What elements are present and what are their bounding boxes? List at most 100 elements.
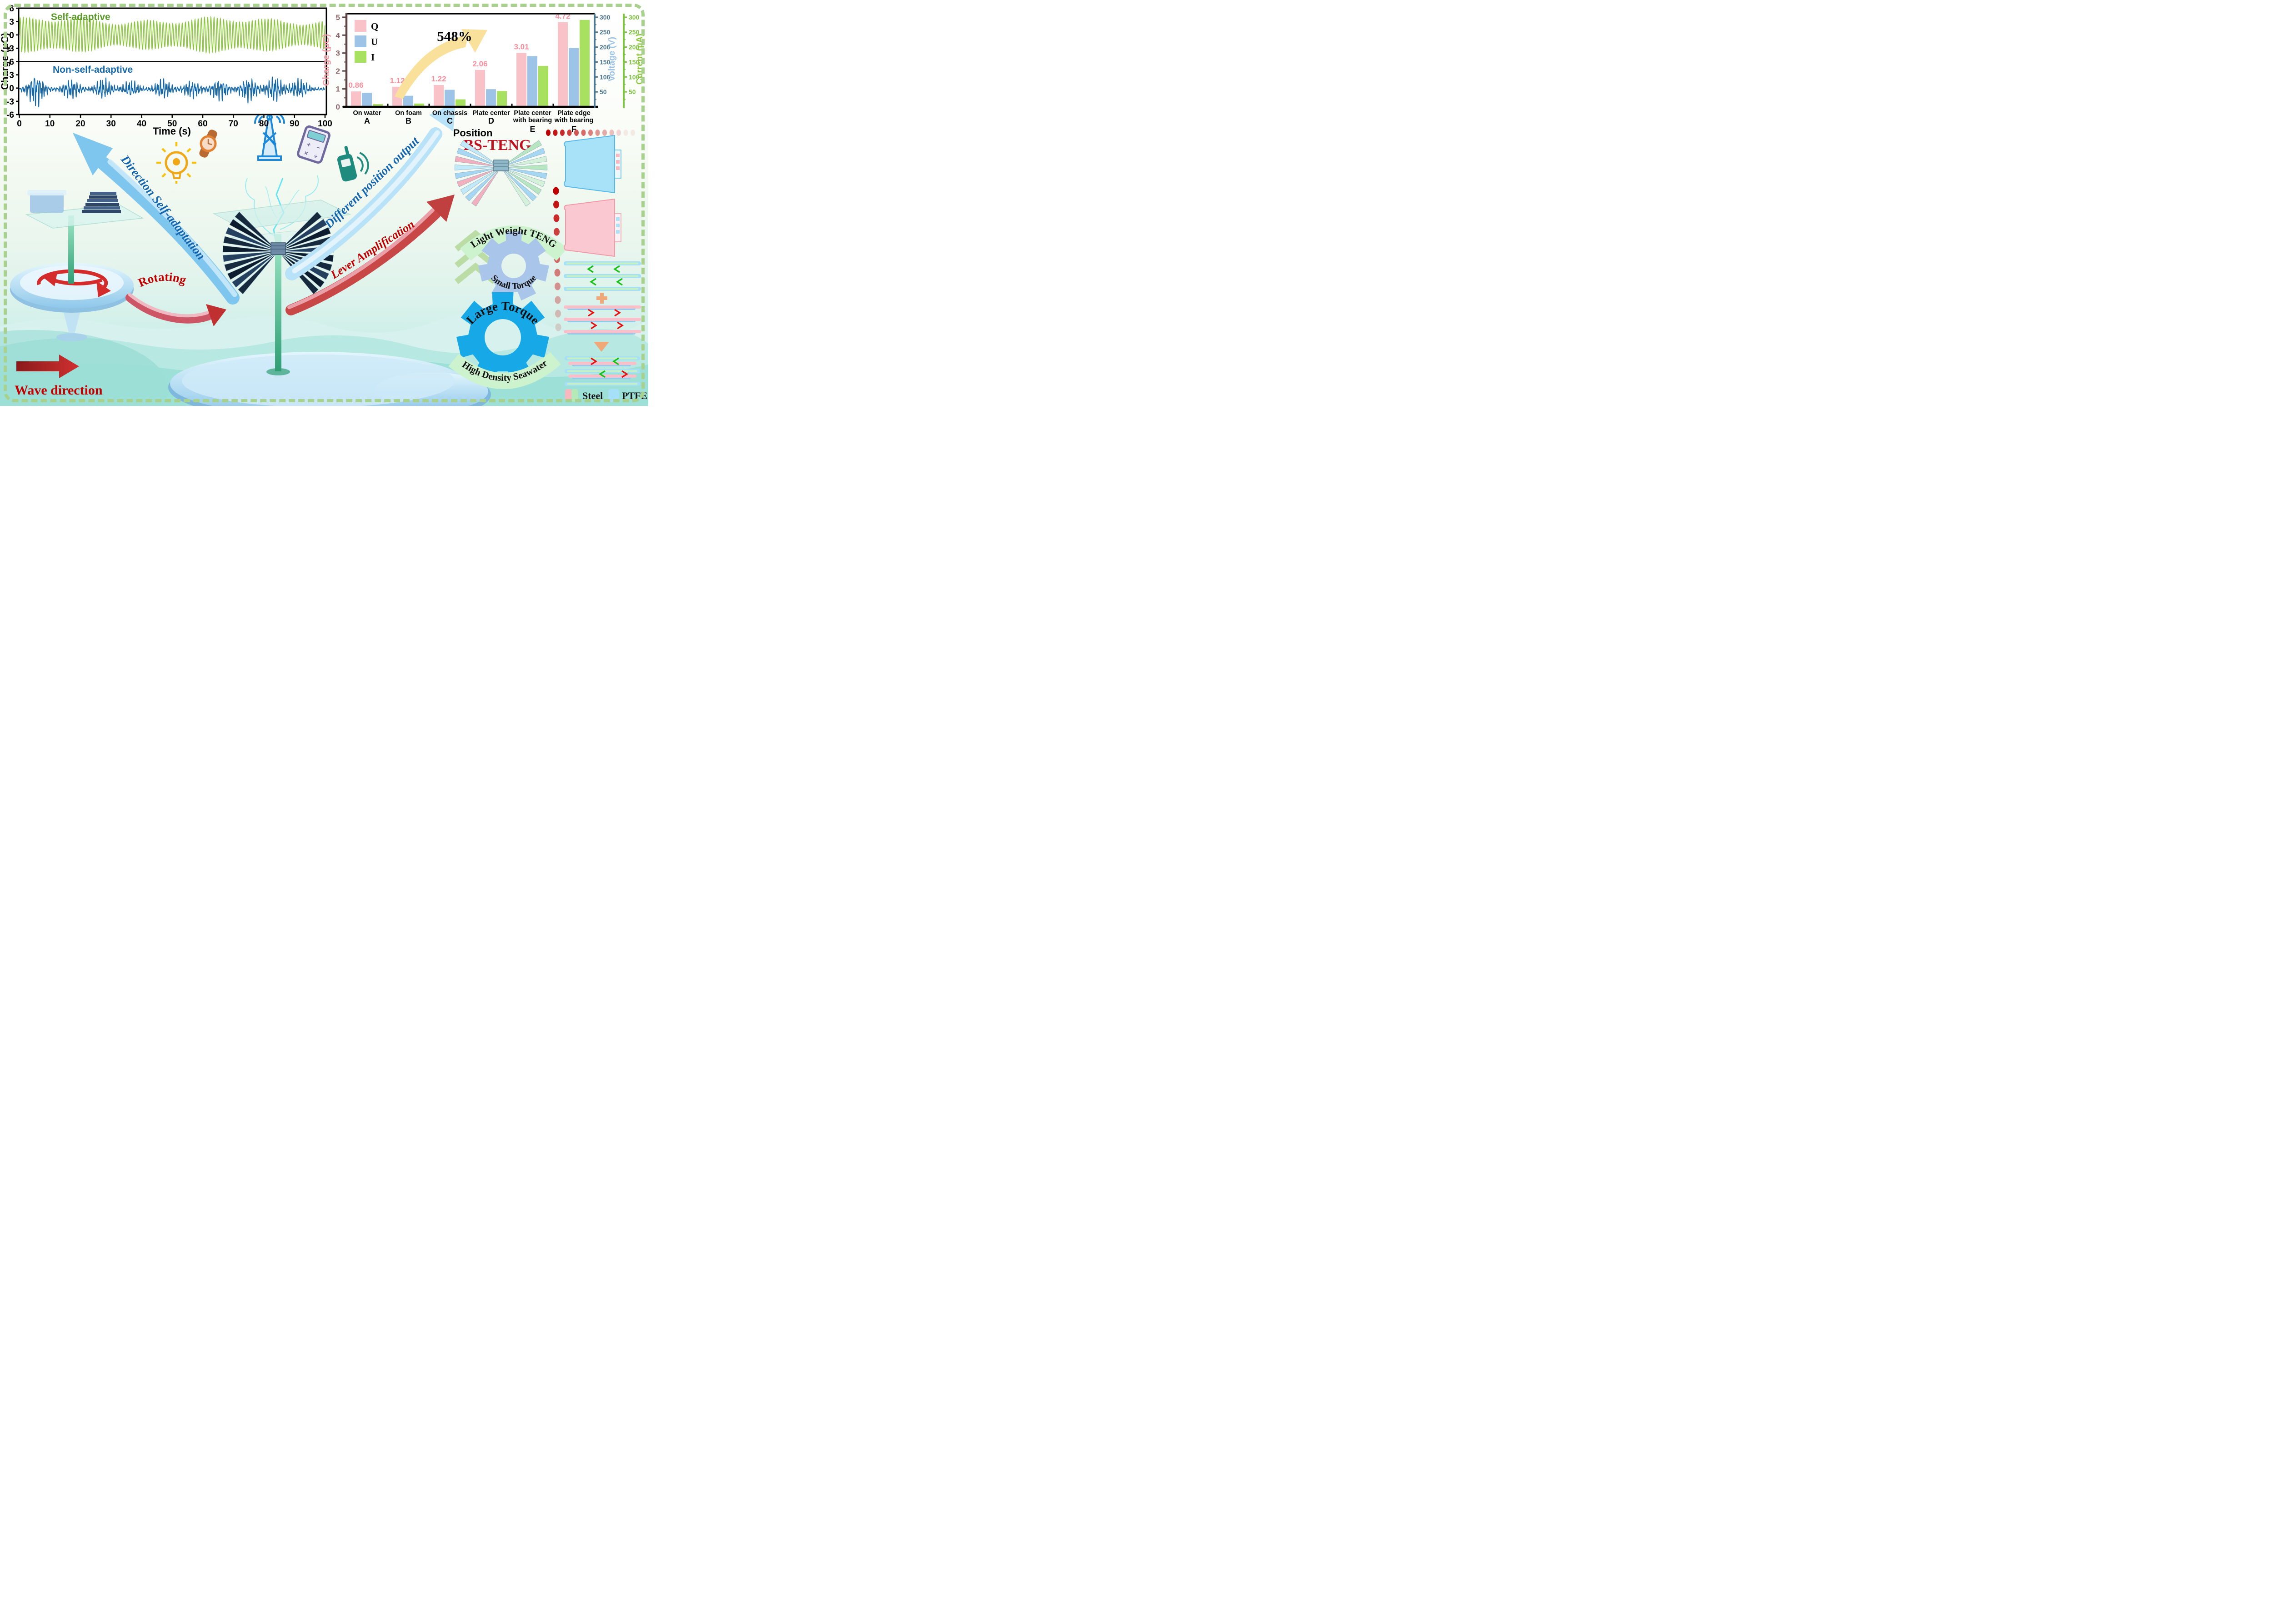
y-tick-label: 3	[9, 17, 14, 27]
category-letter: F	[571, 125, 576, 134]
y-tick-label: 6	[9, 4, 14, 14]
bar-Q-A	[351, 91, 361, 107]
charge-tick-label: 3	[336, 49, 340, 58]
lever-amplification-arrow	[285, 195, 455, 315]
voltage-tick-label: 100	[600, 73, 611, 80]
ptfe-label: PTFE	[622, 390, 647, 401]
red-dot	[574, 130, 579, 136]
bar-I-C	[456, 99, 466, 107]
category-label: On foam	[395, 110, 422, 117]
red-dot	[555, 310, 561, 318]
steel-plate	[564, 305, 641, 309]
steel-label: Steel	[582, 390, 603, 401]
y-tick-label: 0	[9, 31, 14, 40]
steel-swatch-pink	[565, 389, 572, 402]
charge-time-chart: 630-3-630-3-60 10 20 30 40 50 60 70 80 90 100 Char…	[0, 4, 332, 137]
green-chevron	[613, 265, 620, 273]
y-tick-label: 0	[9, 84, 14, 94]
green-chevron	[590, 278, 596, 286]
non-self-adaptive-trace	[19, 76, 325, 108]
red-dot	[555, 323, 561, 331]
x-tick-label: 100	[318, 119, 332, 129]
red-dot	[553, 130, 558, 136]
548-percent-annotation: 548%	[395, 28, 487, 99]
self-adaptive-label: Self-adaptive	[51, 12, 110, 22]
x-tick-label: 90	[290, 119, 299, 129]
position-output-chart: 0 1 2 3 4 5 50 100 150 200 250 300 50 100 150 200 250 300…	[321, 12, 645, 139]
green-chevron	[612, 357, 619, 365]
charge-tick-label: 1	[336, 85, 340, 94]
red-chevron	[591, 321, 597, 330]
chart2-current-axis-label: Current (μA)	[635, 34, 645, 85]
different-position-output-arrow	[285, 102, 456, 280]
legend-swatch-Q	[355, 20, 366, 32]
x-tick-label: 30	[106, 119, 116, 129]
bar-value-label: 2.06	[472, 60, 487, 68]
red-dot	[554, 228, 560, 236]
bar-value-label: 0.86	[348, 81, 363, 90]
wing-schematic-ptfe	[564, 135, 621, 194]
y-tick-label: -3	[6, 44, 14, 54]
red-dot	[555, 282, 561, 290]
bs-teng-hub	[493, 160, 509, 171]
category-label: Plate edge with bearing	[554, 110, 593, 124]
red-chevron	[591, 357, 597, 365]
category-label: Plate center with bearing	[513, 110, 552, 124]
red-dot	[567, 130, 572, 136]
bar-I-B	[414, 103, 424, 107]
voltage-tick-label: 50	[600, 88, 607, 95]
steel-core	[567, 357, 637, 360]
current-tick-label: 250	[629, 29, 640, 36]
steel-core	[567, 370, 637, 372]
calculator-icon: + − × ÷	[297, 125, 330, 164]
y-tick-label: -6	[6, 110, 14, 120]
bar-Q-D	[475, 70, 485, 107]
current-tick-label: 50	[629, 88, 636, 95]
x-tick-label: 40	[137, 119, 146, 129]
steel-plate	[564, 318, 641, 321]
rotating-arrow	[125, 293, 226, 326]
category-letter: B	[406, 116, 411, 125]
category-label: Plate center	[472, 110, 510, 117]
chart2-voltage-axis-label: Voltage (V)	[607, 37, 617, 81]
red-dot	[602, 130, 607, 136]
category-letter: D	[488, 116, 494, 125]
small-torque-gear	[478, 231, 549, 301]
bar-U-E	[527, 56, 537, 107]
left-device-render	[10, 190, 144, 341]
voltage-tick-label: 300	[600, 14, 611, 21]
red-dot	[555, 296, 561, 304]
x-tick-label: 60	[198, 119, 207, 129]
category-label: On water	[353, 110, 381, 117]
large-torque-gear	[456, 292, 549, 383]
category-label: On chassis	[432, 110, 467, 117]
red-dot	[581, 130, 586, 136]
bar-I-E	[538, 65, 548, 107]
bar-Q-E	[516, 53, 526, 107]
red-dot	[553, 187, 559, 195]
red-dot	[560, 130, 565, 136]
bar-value-label: 1.12	[390, 76, 405, 85]
wing-schematic-steel	[564, 198, 621, 257]
legend-swatch-U	[355, 35, 366, 47]
charge-tick-label: 0	[336, 103, 340, 111]
x-tick-label: 70	[229, 119, 238, 129]
wave-direction-label: Wave direction	[15, 383, 103, 398]
red-chevron	[614, 309, 621, 317]
graphical-abstract: Direction Self-adaptation Different posi…	[0, 0, 648, 406]
red-dot	[623, 130, 628, 136]
bar-I-A	[373, 104, 383, 107]
charge-tick-label: 5	[336, 13, 340, 22]
wave-direction-arrow	[16, 355, 79, 378]
rotating-label: Rotating	[136, 270, 188, 290]
bs-teng-device-icon	[454, 140, 548, 207]
red-dot	[595, 130, 600, 136]
radio-tower-icon	[254, 113, 285, 161]
red-chevron	[617, 321, 624, 330]
bar-value-label: 3.01	[514, 42, 529, 51]
red-chevron	[588, 309, 595, 317]
red-dot	[616, 130, 621, 136]
bar-U-F	[569, 48, 579, 107]
large-gear-shape	[456, 292, 549, 383]
red-dot-trail-horizontal	[546, 130, 635, 136]
